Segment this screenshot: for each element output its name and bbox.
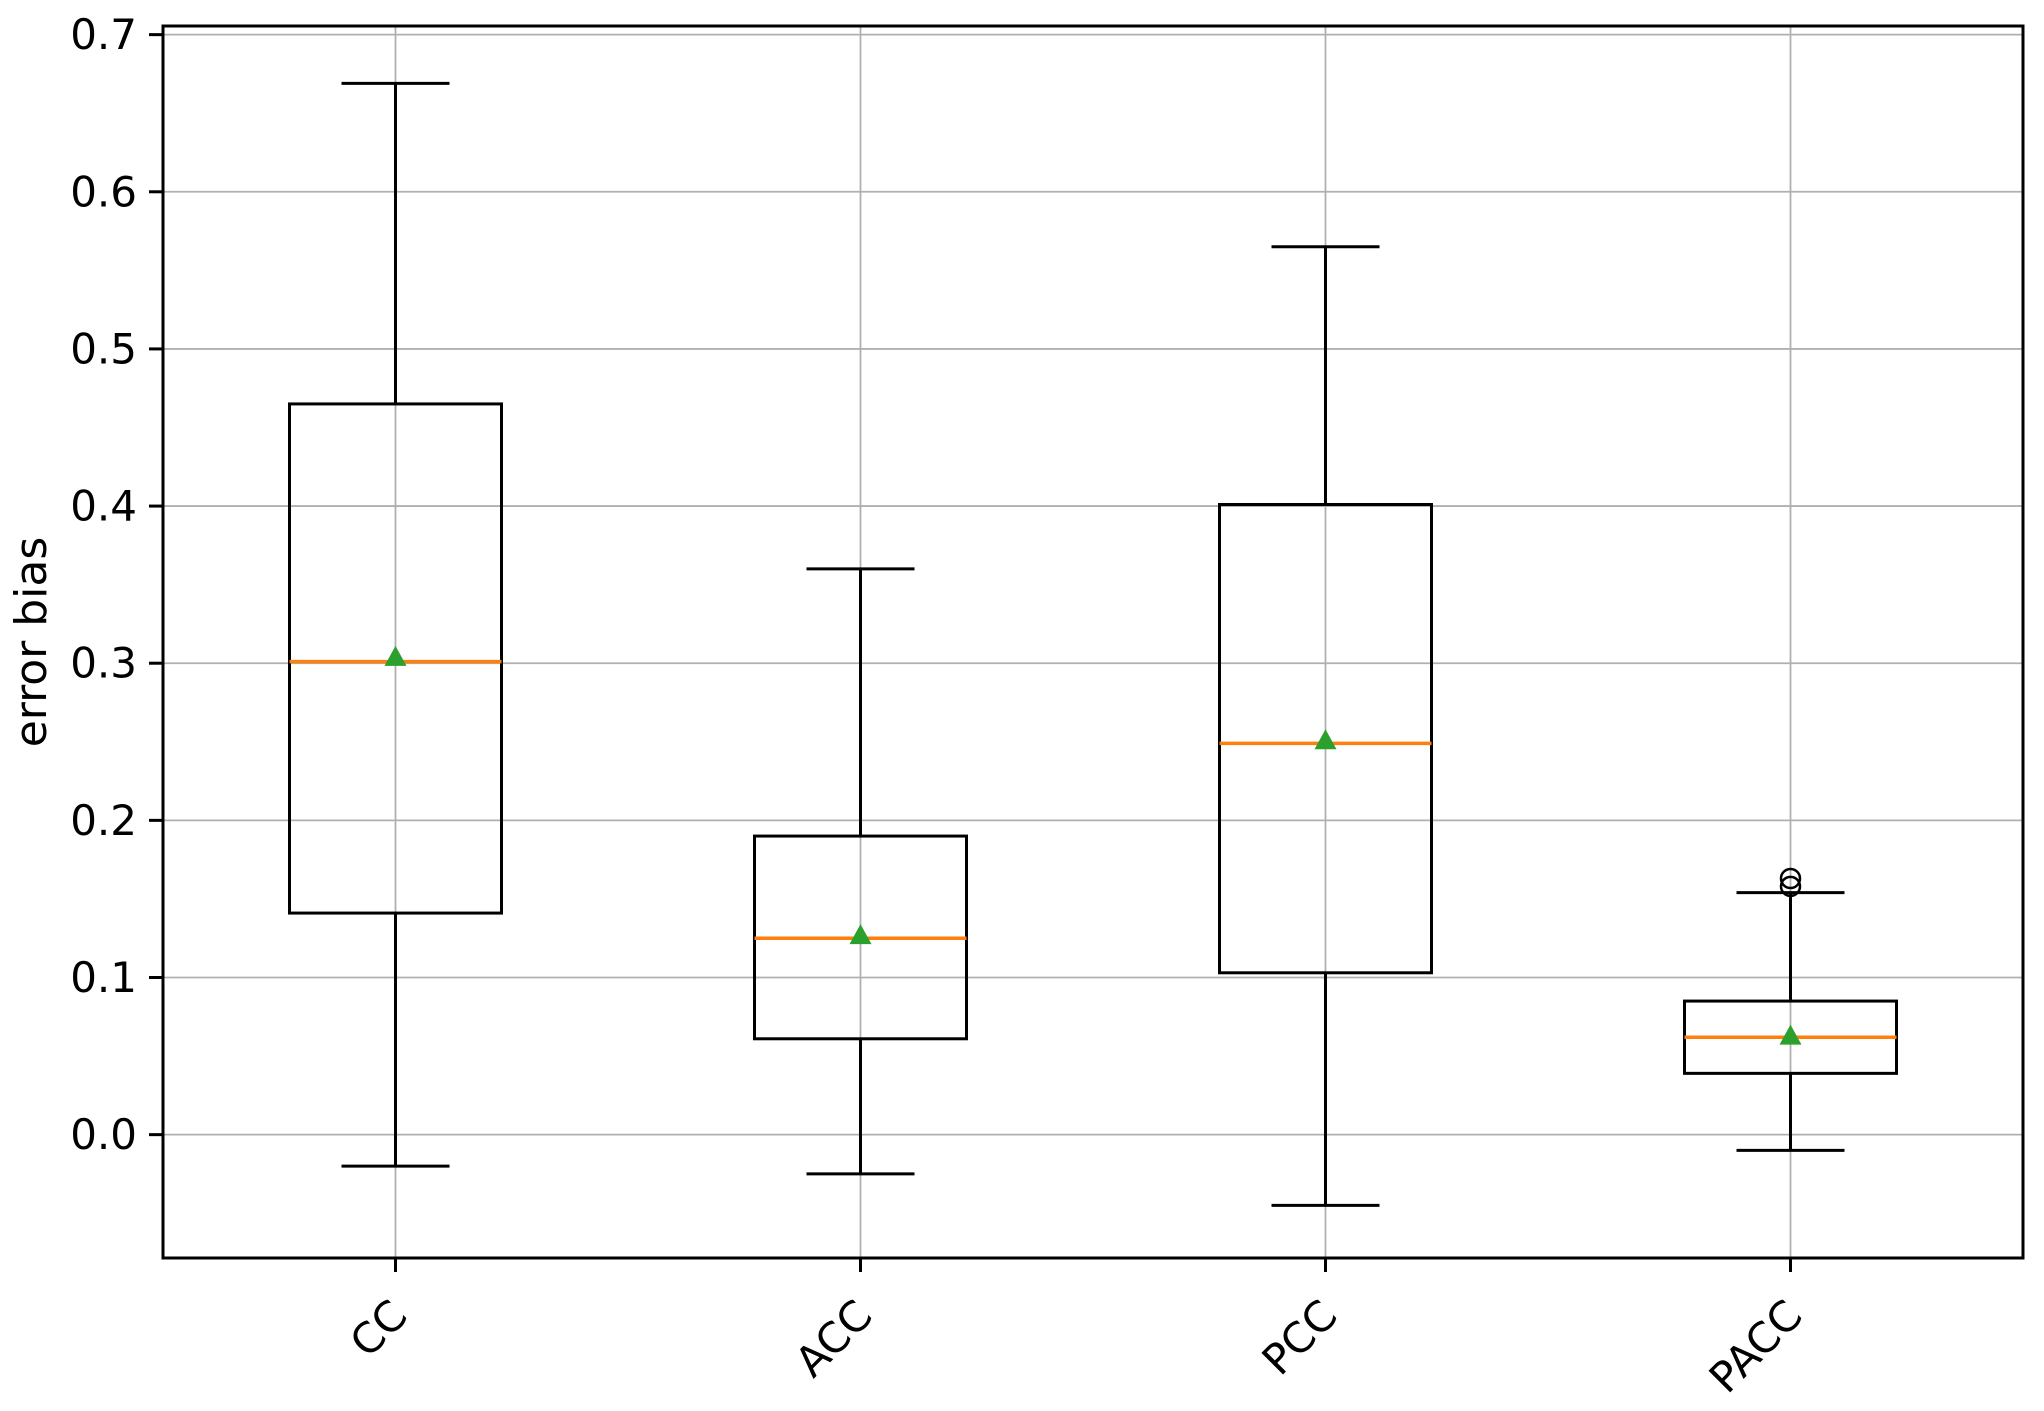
box [288, 402, 503, 915]
plot-border [161, 24, 2025, 1260]
outlier-point [1779, 875, 1802, 898]
box [1218, 503, 1433, 975]
y-tick-label: 0.6 [70, 167, 137, 216]
y-tick-label: 0.2 [70, 796, 137, 845]
mean-marker [384, 645, 407, 666]
y-tick-label: 0.7 [70, 10, 137, 59]
mean-marker [1314, 729, 1337, 750]
y-tick-label: 0.4 [70, 482, 137, 531]
mean-marker [1779, 1024, 1802, 1045]
y-tick-label: 0.5 [70, 324, 137, 373]
mean-marker [849, 924, 872, 945]
y-tick-label: 0.1 [70, 953, 137, 1002]
y-tick-label: 0.0 [70, 1110, 137, 1159]
outlier-point [1779, 867, 1802, 890]
y-tick-label: 0.3 [70, 639, 137, 688]
y-axis-label: error bias [6, 537, 57, 748]
